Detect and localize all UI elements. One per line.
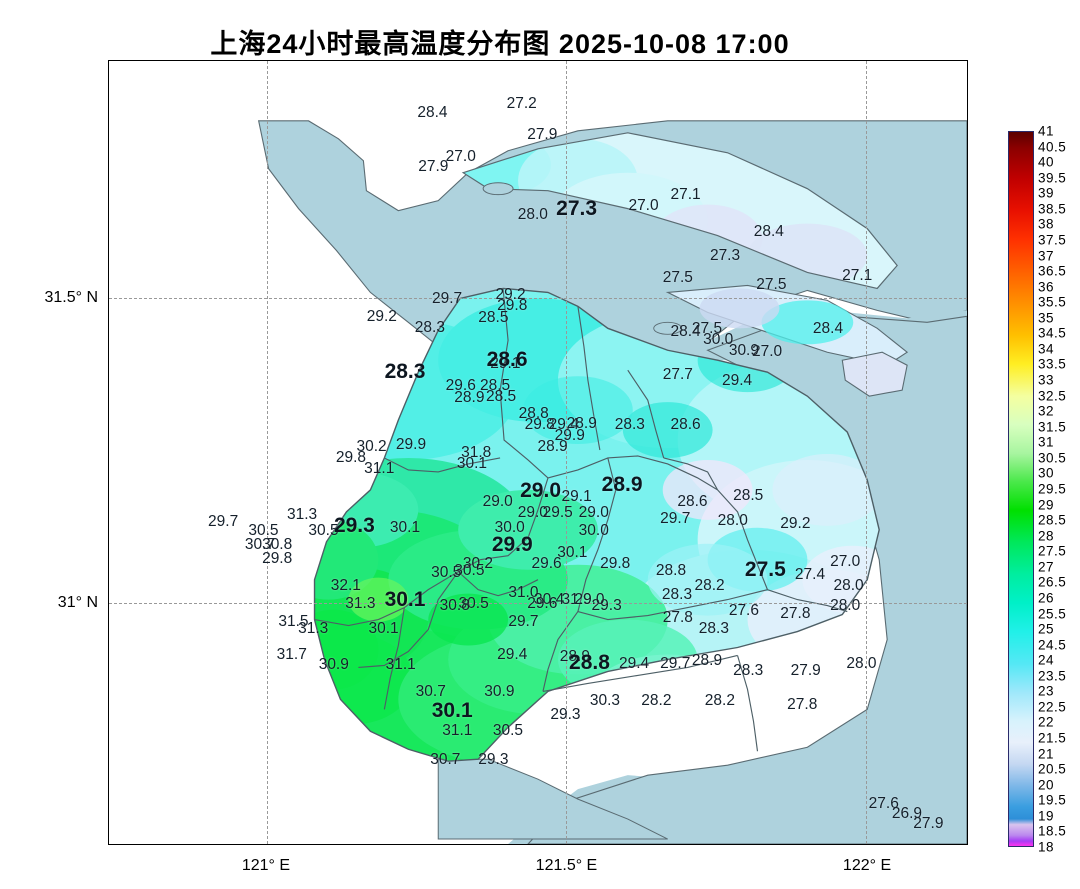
colorbar-tick-label: 29 — [1038, 497, 1055, 513]
colorbar-tick-label: 21 — [1038, 746, 1055, 762]
district-boundaries — [313, 287, 880, 762]
colorbar-tick-label: 26.5 — [1038, 574, 1067, 590]
colorbar-tick-label: 35 — [1038, 310, 1055, 326]
gridline-lat-31 — [109, 602, 967, 604]
gridline-lon-121 — [266, 61, 268, 844]
colorbar-tick-label: 37.5 — [1038, 232, 1067, 248]
colorbar-tick-label: 34 — [1038, 341, 1055, 357]
colorbar-tick-label: 33 — [1038, 372, 1055, 388]
colorbar-tick-label: 24.5 — [1038, 637, 1067, 653]
colorbar-tick-label: 31.5 — [1038, 419, 1067, 435]
colorbar-tick-label: 35.5 — [1038, 294, 1067, 310]
temperature-map-svg — [257, 120, 967, 844]
colorbar-tick-label: 28 — [1038, 528, 1055, 544]
colorbar-tick-label: 22 — [1038, 714, 1055, 730]
colorbar-tick-label: 18.5 — [1038, 823, 1067, 839]
colorbar-tick-label: 19 — [1038, 808, 1055, 824]
colorbar-tick-label: 36 — [1038, 279, 1055, 295]
colorbar-tick-label: 32 — [1038, 403, 1055, 419]
colorbar-tick-label: 41 — [1038, 123, 1055, 139]
colorbar-tick-label: 39 — [1038, 185, 1055, 201]
x-axis-tick-label: 122° E — [842, 857, 892, 874]
colorbar-tick-label: 39.5 — [1038, 170, 1067, 186]
colorbar-tick-label: 29.5 — [1038, 481, 1067, 497]
colorbar-tick-label: 18 — [1038, 839, 1055, 855]
colorbar-tick-label: 33.5 — [1038, 356, 1067, 372]
colorbar-tick-label: 20.5 — [1038, 761, 1067, 777]
colorbar-tick-label: 25.5 — [1038, 606, 1067, 622]
y-axis-tick-label: 31° N — [57, 593, 98, 611]
colorbar-tick-label: 34.5 — [1038, 325, 1067, 341]
colorbar-tick-label: 38 — [1038, 216, 1055, 232]
colorbar-tick-label: 20 — [1038, 777, 1055, 793]
colorbar-tick-label: 30.5 — [1038, 450, 1067, 466]
colorbar-tick-label: 27 — [1038, 559, 1055, 575]
colorbar-tick-label: 31 — [1038, 434, 1055, 450]
colorbar-tick-label: 38.5 — [1038, 201, 1067, 217]
colorbar-tick-label: 36.5 — [1038, 263, 1067, 279]
colorbar-tick-label: 40 — [1038, 154, 1055, 170]
colorbar[interactable] — [1008, 131, 1034, 847]
colorbar-gradient — [1009, 132, 1033, 846]
x-axis-tick-label: 121.5° E — [535, 857, 598, 874]
colorbar-tick-label: 22.5 — [1038, 699, 1067, 715]
colorbar-tick-label: 27.5 — [1038, 543, 1067, 559]
map-plot-area[interactable]: 28.4 27.2 27.9 27.0 27.9 28.0 27.0 27.1 27.3 28.4… — [108, 60, 968, 845]
gridline-lon-122 — [866, 61, 868, 844]
x-axis-tick-label: 121° E — [241, 857, 291, 874]
y-axis-tick-label: 31.5° N — [44, 289, 98, 306]
colorbar-tick-label: 26 — [1038, 590, 1055, 606]
colorbar-tick-label: 40.5 — [1038, 139, 1067, 155]
colorbar-tick-label: 19.5 — [1038, 792, 1067, 808]
colorbar-tick-label: 25 — [1038, 621, 1055, 637]
gridline-lon-121-5 — [566, 61, 568, 844]
colorbar-tick-label: 28.5 — [1038, 512, 1067, 528]
colorbar-tick-label: 37 — [1038, 248, 1055, 264]
colorbar-tick-label: 21.5 — [1038, 730, 1067, 746]
page-title: 上海24小时最高温度分布图 2025-10-08 17:00 — [210, 29, 790, 59]
colorbar-tick-label: 23.5 — [1038, 668, 1067, 684]
colorbar-tick-label: 32.5 — [1038, 388, 1067, 404]
colorbar-tick-label: 30 — [1038, 465, 1055, 481]
colorbar-tick-label: 23 — [1038, 683, 1055, 699]
colorbar-tick-label: 24 — [1038, 652, 1055, 668]
colorbar-tick-labels: 41 40.5 40 39.5 39 38.5 38 37.5 37 36.5 36 35.5 35 34… — [1038, 124, 1080, 855]
gridline-lat-31-5 — [109, 298, 967, 300]
